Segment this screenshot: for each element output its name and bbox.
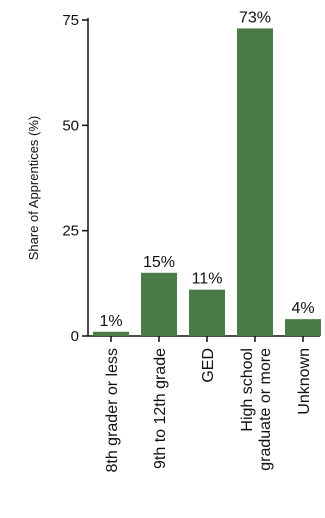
y-tick-label: 75 xyxy=(62,12,79,29)
bars-group xyxy=(93,28,321,336)
bar-2 xyxy=(189,289,225,336)
bar-0 xyxy=(93,331,129,336)
data-label-1: 15% xyxy=(143,254,175,271)
data-label-4: 4% xyxy=(291,300,314,317)
y-axis: 0 25 50 75 xyxy=(62,12,89,345)
data-labels-group: 1% 15% 11% 73% 4% xyxy=(99,9,314,329)
x-axis xyxy=(88,335,320,342)
category-label-3-line-1: graduate or more xyxy=(257,348,274,471)
data-label-3: 73% xyxy=(239,9,271,26)
category-label-2: GED xyxy=(200,348,217,383)
y-axis-title: Share of Apprentices (%) xyxy=(26,116,41,261)
data-label-2: 11% xyxy=(192,271,223,288)
bar-4 xyxy=(285,319,321,336)
category-label-3-line-0: High school xyxy=(239,348,256,432)
data-label-0: 1% xyxy=(99,313,122,330)
category-label-4: Unknown xyxy=(296,348,313,415)
category-label-1: 9th to 12th grade xyxy=(152,348,169,469)
bar-1 xyxy=(141,272,177,336)
y-tick-label: 25 xyxy=(62,223,79,240)
category-labels-group: 8th grader or less 9th to 12th grade GED Hi… xyxy=(104,348,313,473)
y-tick-label: 50 xyxy=(62,117,79,134)
bar-3 xyxy=(237,28,273,336)
category-label-0: 8th grader or less xyxy=(104,348,121,473)
y-tick-label: 0 xyxy=(71,328,79,345)
